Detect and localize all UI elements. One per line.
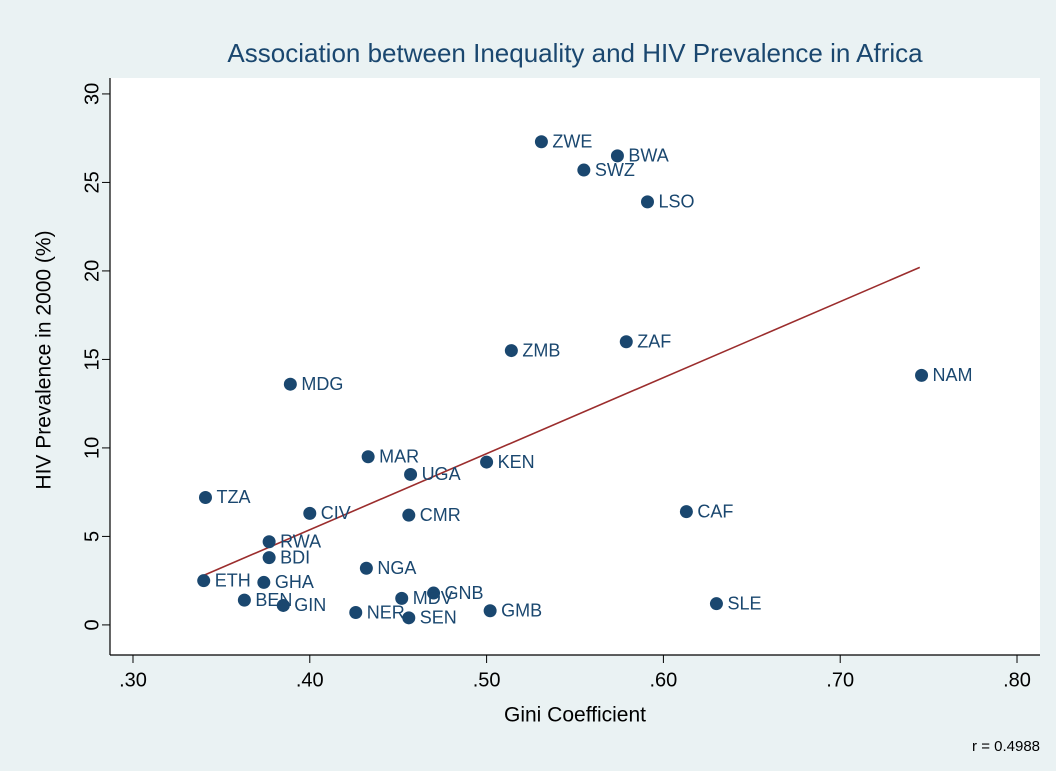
point-label: BWA (628, 146, 668, 166)
point (915, 368, 929, 382)
point-label: SWZ (595, 160, 635, 180)
y-tick-label: 30 (81, 83, 103, 105)
x-tick-label: .40 (296, 669, 324, 691)
point (483, 604, 497, 618)
point-label: NER (367, 602, 405, 622)
point-label: GIN (294, 595, 326, 615)
fit-line (203, 266, 921, 577)
y-tick-label: 5 (81, 531, 103, 542)
point-label: NGA (377, 558, 416, 578)
point-label: BDI (280, 547, 310, 567)
point (402, 611, 416, 625)
point (619, 335, 633, 349)
y-tick-label: 25 (81, 171, 103, 193)
point (480, 455, 494, 469)
y-tick-label: 20 (81, 260, 103, 282)
y-tick-label: 10 (81, 437, 103, 459)
note: r = 0.4988 (972, 738, 1040, 755)
x-axis-title: Gini Coefficient (504, 704, 646, 727)
point-label: CIV (321, 503, 351, 523)
point (276, 598, 290, 612)
plot-region (110, 78, 1040, 655)
point (402, 508, 416, 522)
point-label: RWA (280, 531, 321, 551)
x-tick-label: .50 (473, 669, 501, 691)
y-tick-label: 15 (81, 348, 103, 370)
point-label: CMR (420, 505, 461, 525)
point (709, 597, 723, 611)
point (679, 505, 693, 519)
point (395, 591, 409, 605)
point-label: KEN (498, 452, 535, 472)
point (237, 593, 251, 607)
x-tick-label: .70 (826, 669, 854, 691)
point (262, 551, 276, 565)
x-tick-label: .80 (1003, 669, 1031, 691)
point (257, 575, 271, 589)
point-label: SLE (727, 593, 761, 613)
point (283, 377, 297, 391)
point (640, 195, 654, 209)
point-label: BEN (255, 590, 292, 610)
point-label: MDV (413, 588, 453, 608)
point (359, 561, 373, 575)
point (504, 344, 518, 358)
point (197, 574, 211, 588)
point-label: NAM (933, 365, 973, 385)
point (303, 506, 317, 520)
x-tick-label: .30 (119, 669, 147, 691)
point (577, 163, 591, 177)
point (404, 467, 418, 481)
point-label: SEN (420, 608, 457, 628)
point-label: ZWE (552, 131, 592, 151)
point-label: MDG (301, 374, 343, 394)
point-label: ETH (215, 570, 251, 590)
point-label: ZMB (522, 340, 560, 360)
point-label: UGA (422, 464, 461, 484)
point (427, 586, 441, 600)
chart-title: Association between Inequality and HIV P… (227, 38, 923, 68)
point (534, 135, 548, 149)
point (610, 149, 624, 163)
point-label: GNB (445, 583, 484, 603)
point (361, 450, 375, 464)
point (262, 535, 276, 549)
y-tick-label: 0 (81, 619, 103, 630)
y-axis-title: HIV Prevalence in 2000 (%) (33, 230, 56, 489)
point-label: CAF (697, 501, 733, 521)
point-label: LSO (658, 192, 694, 212)
point-label: GMB (501, 601, 542, 621)
point (198, 490, 212, 504)
point-label: TZA (216, 487, 250, 507)
point-label: GHA (275, 572, 314, 592)
point (349, 606, 363, 620)
x-tick-label: .60 (649, 669, 677, 691)
point-label: MAR (379, 447, 419, 467)
point-label: ZAF (637, 331, 671, 351)
